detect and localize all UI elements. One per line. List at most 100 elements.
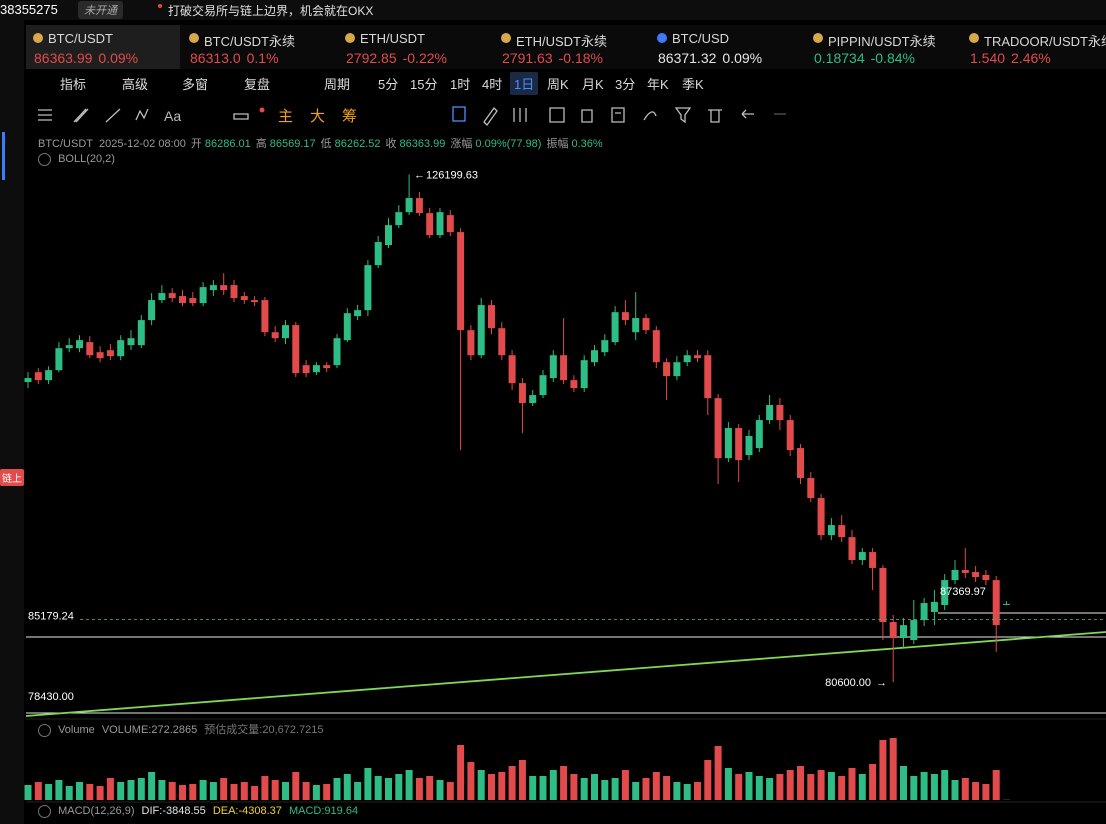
ticker-quote: 2791.63 -0.18% — [502, 50, 603, 66]
ticker-tab[interactable]: TRADOOR/USDT永续 1.540 2.46% — [962, 25, 1106, 69]
candle-body — [302, 365, 310, 374]
volume-bar — [992, 770, 1000, 800]
ticker-price: 1.540 — [970, 50, 1006, 66]
status-badge[interactable]: 未开通 — [78, 1, 123, 19]
candle-body — [972, 572, 980, 578]
toolbar-item[interactable]: 月K — [582, 77, 604, 92]
ticker-tab[interactable]: ETH/USDT 2792.85 -0.22% — [338, 25, 492, 69]
tool-icons: Aa — [38, 107, 265, 124]
ticker-tab[interactable]: BTC/USD 86371.32 0.09% — [650, 25, 804, 69]
toolbar-item[interactable]: 季K — [682, 77, 704, 92]
volume-bar — [446, 782, 454, 800]
volume-bar — [755, 776, 763, 800]
collapse-icon[interactable] — [38, 153, 51, 166]
volume-bar — [364, 768, 372, 800]
volume-bar — [405, 770, 413, 800]
candle-body — [457, 232, 465, 331]
toolbar-item[interactable]: 3分 — [615, 77, 636, 92]
collapse-icon[interactable] — [38, 805, 51, 818]
macd-value: MACD:919.64 — [288, 805, 359, 818]
drawing-tool[interactable]: 主 — [278, 108, 294, 125]
ticker-tab[interactable]: ETH/USDT永续 2791.63 -0.18% — [494, 25, 648, 69]
volume-bar — [910, 776, 918, 800]
candle-body — [230, 285, 238, 299]
ticker-name: ETH/USDT — [360, 31, 425, 46]
ticker-icon — [657, 33, 667, 43]
candle-body — [663, 362, 671, 377]
volume-bar — [168, 782, 176, 800]
candle-body — [611, 312, 619, 343]
volume-bar — [838, 776, 846, 800]
ticker-icon — [969, 33, 979, 43]
volume-bar — [797, 766, 804, 800]
toolbar-item[interactable]: 1时 — [450, 77, 471, 92]
volume-bar — [333, 778, 341, 800]
volume-bar — [972, 782, 980, 800]
candle-body — [724, 428, 732, 459]
candle-body — [127, 338, 135, 346]
info-value: 86363.99 — [399, 138, 446, 150]
ticker-tab[interactable]: BTC/USDT 86363.99 0.09% — [26, 25, 180, 69]
ticker-change: 0.1% — [246, 50, 279, 66]
ohlc-info: BTC/USDT 2025-12-02 08:00 开 86286.01 高 86569.… — [38, 135, 603, 151]
drawing-tool[interactable]: 大 — [310, 108, 326, 125]
ticker-tab[interactable]: PIPPIN/USDT永续 0.18734 -0.84% — [806, 25, 960, 69]
toolbar-item[interactable]: 周期 — [324, 77, 351, 92]
sidebar-tag[interactable]: 链上 — [0, 469, 24, 486]
info-label: 开 — [190, 138, 202, 150]
toolbar-item[interactable]: 5分 — [378, 77, 399, 92]
toolbar-item[interactable]: 年K — [647, 77, 669, 92]
candle-body — [179, 296, 186, 304]
toolbar-item[interactable]: 1日 — [510, 72, 539, 95]
ticker-name: BTC/USDT — [48, 31, 113, 46]
toolbar-item[interactable]: 复盘 — [244, 77, 271, 92]
volume-bar — [889, 738, 897, 800]
volume-bar — [374, 776, 382, 800]
toolbar-item[interactable]: 指标 — [60, 77, 87, 92]
candle-body — [683, 355, 691, 363]
candle-body — [879, 567, 887, 623]
candle-body — [436, 212, 444, 236]
volume-bar — [76, 782, 83, 800]
info-label: 涨幅 — [450, 138, 473, 150]
banner[interactable]: 打破交易所与链上边界，机会就在OKX — [168, 4, 374, 18]
ticker-price: 86313.0 — [190, 50, 241, 66]
volume-bar — [106, 778, 114, 800]
info-value: 86262.52 — [334, 138, 381, 150]
collapse-icon[interactable] — [38, 723, 51, 737]
tool-text: Aa — [164, 108, 181, 124]
volume-bar — [34, 782, 42, 800]
ticker-icon — [813, 33, 823, 43]
ticker-price: 0.18734 — [814, 50, 865, 66]
toolbar-item[interactable]: 周K — [547, 77, 569, 92]
candle-body — [807, 478, 815, 499]
label-arrow: ← — [414, 169, 425, 181]
volume-bar — [961, 778, 969, 800]
candle-body — [354, 310, 362, 317]
boll-row: BOLL(20,2) — [38, 153, 115, 166]
tool-icons-right — [452, 106, 786, 126]
ticker-change: -0.84% — [870, 50, 915, 66]
ticker-name: BTC/USDT永续 — [204, 34, 296, 49]
volume-bar — [354, 782, 362, 800]
volume-bar — [488, 774, 495, 800]
candle-body — [591, 350, 598, 363]
volume-bar — [683, 784, 691, 800]
ticker-change: -0.18% — [558, 50, 603, 66]
candle-body — [694, 355, 701, 359]
toolbar-item[interactable]: 15分 — [410, 77, 438, 92]
candle-body — [982, 574, 990, 581]
volume-bar — [539, 776, 547, 800]
volume-bar — [869, 764, 877, 800]
candle-body — [549, 355, 557, 379]
info-label: 振幅 — [546, 138, 569, 150]
drawing-tool[interactable]: 筹 — [342, 108, 358, 125]
toolbar-item[interactable]: 多窗 — [182, 77, 209, 92]
volume-bar — [766, 778, 774, 800]
ticker-tab[interactable]: BTC/USDT永续 86313.0 0.1% — [182, 25, 336, 69]
candle-body — [261, 300, 269, 333]
toolbar-item[interactable]: 4时 — [482, 77, 503, 92]
toolbar-item[interactable]: 高级 — [122, 77, 149, 92]
volume-bar — [498, 772, 506, 800]
